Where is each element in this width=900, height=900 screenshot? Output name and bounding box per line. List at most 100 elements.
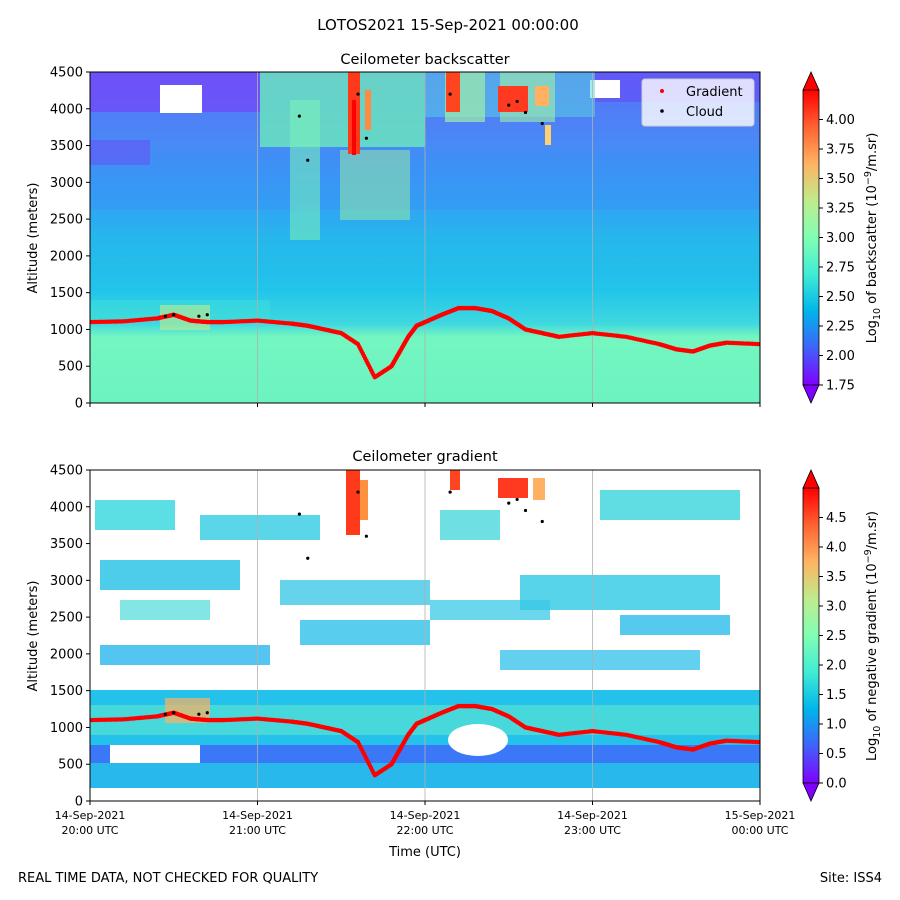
cloud-point <box>205 313 209 317</box>
cloud-point <box>364 534 368 538</box>
gradient-ytick-label: 1500 <box>50 684 83 699</box>
backscatter-ytick-label: 1500 <box>50 286 83 301</box>
legend-cloud-marker <box>660 109 664 113</box>
gradient-cbar-tick-label: 1.5 <box>826 688 847 703</box>
gradient-ytick-label: 4500 <box>50 464 83 479</box>
xtick-time-label: 23:00 UTC <box>564 824 621 837</box>
xtick-date-label: 14-Sep-2021 <box>557 809 628 822</box>
gradient-ytick-label: 500 <box>58 758 83 773</box>
gradient-ytick-label: 2000 <box>50 647 83 662</box>
cloud-point <box>297 114 301 118</box>
backscatter-gridlines <box>257 72 593 403</box>
figure-title: LOTOS2021 15-Sep-2021 00:00:00 <box>317 16 579 34</box>
backscatter-ytick-label: 3000 <box>50 176 83 191</box>
cloud-point <box>163 314 167 318</box>
cloud-point <box>297 512 301 516</box>
gradient-ytick-label: 2500 <box>50 611 83 626</box>
legend-cloud-label: Cloud <box>686 105 723 120</box>
cloud-point <box>540 519 544 524</box>
backscatter-ytick-label: 1000 <box>50 323 83 338</box>
backscatter-ylabel: Altitude (meters) <box>26 183 41 294</box>
gradient-ylabel: Altitude (meters) <box>26 581 41 692</box>
footer-site: Site: ISS4 <box>820 871 882 886</box>
cloud-point <box>356 92 360 96</box>
gradient-cbar-tick-label: 4.0 <box>826 541 847 556</box>
gradient-point <box>757 739 760 745</box>
backscatter-title: Ceilometer backscatter <box>340 52 509 68</box>
backscatter-cbar-tick-label: 2.75 <box>826 261 855 276</box>
gradient-cbar-tick-label: 2.5 <box>826 629 847 644</box>
cloud-point <box>523 508 528 513</box>
backscatter-cbar-tick-label: 3.25 <box>826 202 855 217</box>
gradient-cbar-tick-label: 2.0 <box>826 659 847 674</box>
backscatter-cbar-tick-label: 4.00 <box>826 113 855 128</box>
xtick-date-label: 14-Sep-2021 <box>222 809 293 822</box>
gradient-ytick-label: 1000 <box>50 721 83 736</box>
xtick-time-label: 00:00 UTC <box>731 824 788 837</box>
cloud-point <box>515 497 519 502</box>
gradient-y-axis: 0 500 1000 1500 2000 2500 3000 3500 4000 4500 <box>50 464 90 810</box>
cloud-point <box>197 712 201 716</box>
xtick-time-label: 22:00 UTC <box>396 824 453 837</box>
gradient-title: Ceilometer gradient <box>352 449 498 465</box>
cloud-point <box>205 711 209 715</box>
gradient-ytick-label: 3000 <box>50 574 83 589</box>
backscatter-ytick-label: 4000 <box>50 102 83 117</box>
cloud-point <box>507 103 511 107</box>
cloud-point <box>507 501 511 505</box>
footer-disclaimer: REAL TIME DATA, NOT CHECKED FOR QUALITY <box>18 871 318 886</box>
backscatter-ytick-label: 3500 <box>50 139 83 154</box>
cloud-point <box>172 711 176 715</box>
legend-gradient-label: Gradient <box>686 85 743 100</box>
backscatter-cbar-tick-label: 1.75 <box>826 379 855 394</box>
gradient-ytick-label: 0 <box>75 795 83 810</box>
backscatter-cbar-tick-label: 3.00 <box>826 231 855 246</box>
backscatter-cbar-tick-label: 2.25 <box>826 320 855 335</box>
gradient-cbar-tick-label: 0.5 <box>826 747 847 762</box>
backscatter-ytick-label: 2000 <box>50 249 83 264</box>
backscatter-ytick-label: 0 <box>75 397 83 412</box>
legend: Gradient Cloud <box>641 78 755 127</box>
cloud-point <box>306 158 310 162</box>
cloud-point <box>172 313 176 317</box>
xtick-date-label: 15-Sep-2021 <box>725 809 796 822</box>
backscatter-colorbar: 1.75 2.00 2.25 2.50 2.75 3.00 3.25 3.50 3.75 4.00… <box>802 71 883 404</box>
gradient-x-axis: 14-Sep-2021 20:00 UTC 14-Sep-2021 21:00 UTC… <box>55 801 796 837</box>
cloud-point <box>515 99 519 104</box>
gradient-colorbar: 0.0 0.5 1.0 1.5 2.0 2.5 3.0 3.5 4.0 4.5 Log10 of … <box>802 469 883 802</box>
gradient-gridlines <box>257 470 593 801</box>
backscatter-panel: Ceilometer backscatter <box>26 52 883 412</box>
backscatter-x-ticks <box>89 403 761 407</box>
cloud-point <box>197 314 201 318</box>
gradient-colorbar-label: Log10 of negative gradient (10−9/m.sr) <box>863 511 883 761</box>
x-axis-label: Time (UTC) <box>388 845 461 860</box>
backscatter-ytick-label: 4500 <box>50 66 83 81</box>
cloud-point <box>163 712 167 716</box>
backscatter-y-axis: 0 500 1000 1500 2000 2500 3000 3500 4000 4500 <box>50 66 90 412</box>
gradient-cbar-tick-label: 1.0 <box>826 718 847 733</box>
cloud-point <box>523 110 528 115</box>
backscatter-cbar-tick-label: 2.00 <box>826 349 855 364</box>
cloud-point <box>364 136 368 140</box>
backscatter-cbar-tick-label: 2.50 <box>826 290 855 305</box>
gradient-markers <box>90 490 760 778</box>
xtick-time-label: 21:00 UTC <box>229 824 286 837</box>
gradient-cbar-tick-label: 0.0 <box>826 777 847 792</box>
gradient-cbar-tick-label: 3.0 <box>826 600 847 615</box>
xtick-time-label: 20:00 UTC <box>61 824 118 837</box>
backscatter-ytick-label: 2500 <box>50 213 83 228</box>
backscatter-cbar-tick-label: 3.75 <box>826 143 855 158</box>
xtick-date-label: 14-Sep-2021 <box>390 809 461 822</box>
gradient-cbar-tick-label: 4.5 <box>826 511 847 526</box>
gradient-ytick-label: 3500 <box>50 537 83 552</box>
backscatter-colorbar-label: Log10 of backscatter (10−9/m.sr) <box>863 133 883 344</box>
gradient-point <box>757 341 760 347</box>
gradient-panel: Ceilometer gradient <box>26 449 883 860</box>
cloud-point <box>448 92 452 96</box>
backscatter-ytick-label: 500 <box>58 360 83 375</box>
legend-gradient-marker <box>660 89 664 93</box>
backscatter-markers <box>90 92 760 380</box>
cloud-point <box>448 490 452 494</box>
backscatter-cbar-tick-label: 3.50 <box>826 172 855 187</box>
